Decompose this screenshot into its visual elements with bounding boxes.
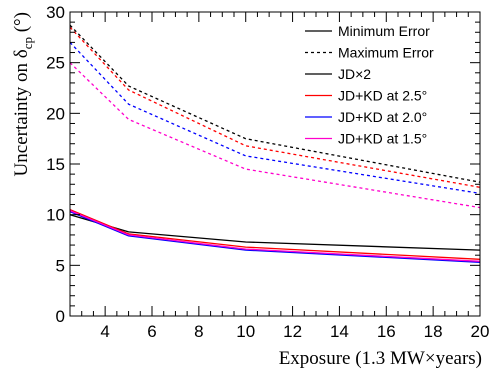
y-tick-label: 30: [46, 3, 65, 22]
x-tick-label: 14: [330, 322, 349, 341]
y-tick-label: 20: [46, 104, 65, 123]
y-tick-label: 15: [46, 155, 65, 174]
series-layer: [69, 24, 481, 263]
series-line: [69, 62, 481, 209]
x-tick-label: 18: [424, 322, 443, 341]
series-line: [69, 24, 481, 183]
y-tick-label: 25: [46, 54, 65, 73]
x-tick-label: 20: [471, 322, 490, 341]
y-tick-label: 0: [56, 307, 65, 326]
y-tick-label: 5: [56, 256, 65, 275]
y-axis-title-main: Uncertainty on δ: [11, 49, 32, 176]
legend-label: JD×2: [338, 66, 371, 82]
series-line: [69, 208, 481, 260]
y-axis-title-subscript: cp: [20, 37, 35, 49]
y-axis-title-unit: (°): [11, 12, 32, 37]
y-tick-label: 10: [46, 206, 65, 225]
legend-label: Maximum Error: [338, 45, 434, 61]
series-line: [69, 26, 481, 188]
x-axis-title: Exposure (1.3 MW×years): [279, 348, 482, 369]
legend-label: JD+KD at 2.5°: [338, 88, 427, 104]
series-line: [69, 214, 481, 251]
ticks-layer: 4 6 8 10 12 14 16 18 20 0 5 10 15 20 25 30: [46, 3, 489, 341]
x-tick-label: 12: [283, 322, 302, 341]
legend: Minimum Error Maximum Error JD×2 JD+KD at 2…: [305, 23, 434, 147]
x-tick-label: 10: [236, 322, 255, 341]
legend-label: JD+KD at 2.0°: [338, 109, 427, 125]
x-tick-label: 8: [194, 322, 203, 341]
series-line: [69, 210, 481, 263]
series-line: [69, 209, 481, 262]
axes-layer: 4 6 8 10 12 14 16 18 20 0 5 10 15 20 25 30: [46, 3, 489, 341]
series-line: [69, 41, 481, 195]
y-axis-title: Uncertainty on δcp (°): [11, 12, 35, 176]
legend-label: Minimum Error: [338, 23, 430, 39]
x-tick-label: 6: [147, 322, 156, 341]
legend-label: JD+KD at 1.5°: [338, 131, 427, 147]
x-tick-label: 16: [377, 322, 396, 341]
x-tick-label: 4: [100, 322, 109, 341]
